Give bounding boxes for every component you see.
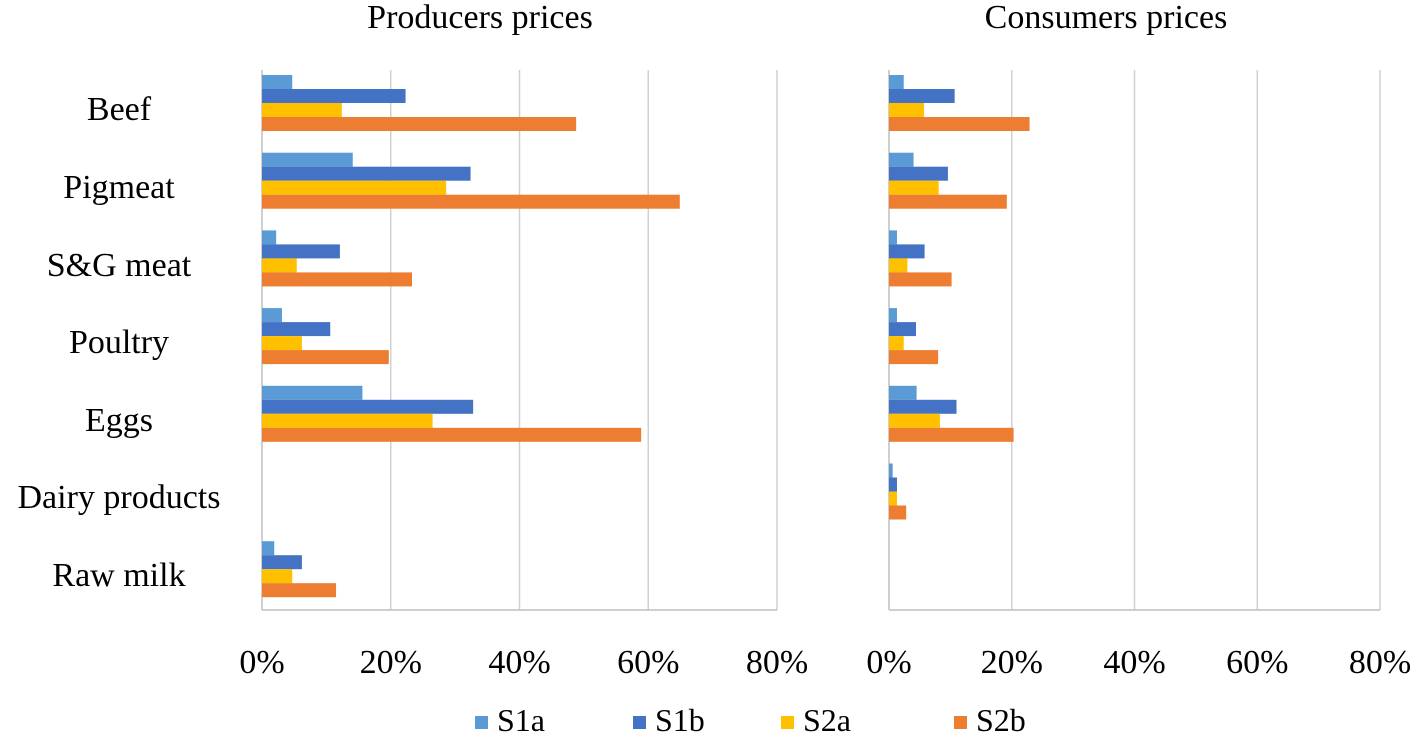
bar-1-beef-s1a <box>889 75 904 89</box>
bar-0-pigmeat-s1a <box>262 152 353 167</box>
bar-1-pigmeat-s1a <box>889 152 914 167</box>
legend: S1a S1b S2a S2b <box>475 702 1026 738</box>
bar-0-beef-s2b <box>262 117 577 131</box>
plot-area: 0% 20% 40% 60% 80% 0% 20% 40% 60% 80% <box>239 70 1411 681</box>
legend-label-s2a: S2a <box>803 702 851 738</box>
bar-1-poultry-s2b <box>889 350 939 365</box>
tick-label-1-60: 60% <box>1226 644 1288 681</box>
bar-1-pigmeat-s2b <box>889 194 1007 209</box>
bar-0-raw-milk-s2a <box>262 569 293 584</box>
bar-0-beef-s2a <box>262 103 342 117</box>
bar-1-beef-s2a <box>889 103 924 117</box>
tick-label-1-0: 0% <box>866 644 911 681</box>
legend-swatch-s2a <box>781 716 794 729</box>
bar-1-poultry-s2a <box>889 336 904 351</box>
bar-0-raw-milk-s2b <box>262 583 337 598</box>
bar-0-s-g-meat-s1b <box>262 244 340 259</box>
category-label-pigmeat: Pigmeat <box>63 169 175 206</box>
legend-label-s2b: S2b <box>976 702 1026 738</box>
bar-1-dairy-products-s1b <box>889 477 897 492</box>
panel-title-consumers: Consumers prices <box>985 0 1228 36</box>
legend-swatch-s1b <box>633 716 646 729</box>
category-label-sg-meat: S&G meat <box>47 247 192 284</box>
bar-1-pigmeat-s1b <box>889 166 948 181</box>
bar-1-eggs-s1b <box>889 399 957 414</box>
category-label-eggs: Eggs <box>85 402 153 439</box>
bar-0-poultry-s1a <box>262 308 282 323</box>
bar-1-eggs-s1a <box>889 385 917 400</box>
bar-0-eggs-s1b <box>262 399 474 414</box>
bar-0-s-g-meat-s2b <box>262 272 412 287</box>
bar-1-beef-s1b <box>889 89 955 103</box>
bar-1-eggs-s2b <box>889 427 1014 442</box>
bar-1-s-g-meat-s2b <box>889 272 952 287</box>
bar-0-pigmeat-s2b <box>262 194 680 209</box>
bar-0-pigmeat-s1b <box>262 166 471 181</box>
tick-label-0-20: 20% <box>360 644 422 681</box>
tick-label-1-80: 80% <box>1349 644 1411 681</box>
category-label-raw-milk: Raw milk <box>52 557 185 594</box>
tick-label-0-60: 60% <box>617 644 679 681</box>
bar-0-pigmeat-s2a <box>262 180 447 195</box>
bar-0-raw-milk-s1b <box>262 555 302 570</box>
bar-1-dairy-products-s1a <box>889 463 893 478</box>
bar-0-eggs-s2a <box>262 413 433 428</box>
bar-0-poultry-s2a <box>262 336 302 351</box>
category-label-beef: Beef <box>87 91 152 128</box>
panel-title-producers: Producers prices <box>367 0 593 36</box>
bar-1-dairy-products-s2a <box>889 491 897 506</box>
bar-1-dairy-products-s2b <box>889 505 907 520</box>
category-label-poultry: Poultry <box>69 324 169 361</box>
legend-label-s1b: S1b <box>655 702 705 738</box>
bar-0-beef-s1a <box>262 75 293 89</box>
tick-label-0-80: 80% <box>746 644 808 681</box>
bar-0-eggs-s1a <box>262 385 363 400</box>
bar-1-eggs-s2a <box>889 413 940 428</box>
bar-1-poultry-s1b <box>889 322 917 337</box>
bar-1-pigmeat-s2a <box>889 180 939 195</box>
bar-0-s-g-meat-s1a <box>262 230 277 245</box>
bar-1-s-g-meat-s1a <box>889 230 897 245</box>
bar-0-beef-s1b <box>262 89 406 103</box>
category-label-dairy-products: Dairy products <box>17 479 220 516</box>
tick-label-0-0: 0% <box>239 644 284 681</box>
bar-0-raw-milk-s1a <box>262 541 275 556</box>
bar-1-poultry-s1a <box>889 308 897 323</box>
bar-1-beef-s2b <box>889 117 1030 131</box>
tick-label-1-40: 40% <box>1103 644 1165 681</box>
legend-swatch-s2b <box>954 716 967 729</box>
bar-0-s-g-meat-s2a <box>262 258 297 273</box>
bar-1-s-g-meat-s2a <box>889 258 908 273</box>
bar-0-poultry-s1b <box>262 322 331 337</box>
bar-1-s-g-meat-s1b <box>889 244 925 259</box>
bar-0-poultry-s2b <box>262 350 389 365</box>
legend-label-s1a: S1a <box>497 702 545 738</box>
tick-label-0-40: 40% <box>488 644 550 681</box>
bar-0-eggs-s2b <box>262 427 642 442</box>
legend-swatch-s1a <box>475 716 488 729</box>
tick-label-1-20: 20% <box>981 644 1043 681</box>
